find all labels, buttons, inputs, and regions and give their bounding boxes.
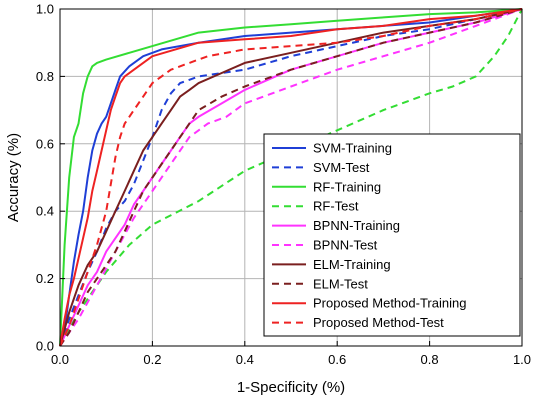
y-tick-label: 0.4 [36, 204, 54, 219]
legend-label: RF-Training [313, 179, 381, 194]
series-line-5 [59, 8, 523, 347]
y-tick-label: 0.8 [36, 69, 54, 84]
x-tick-label: 0.6 [328, 352, 346, 367]
series-line-7 [59, 8, 523, 347]
x-tick-label: 0.4 [236, 352, 254, 367]
series-lines [59, 8, 523, 347]
plot-frame [59, 8, 523, 347]
legend-box [263, 133, 521, 337]
legend-label: BPNN-Test [313, 238, 378, 253]
y-tick-label: 0.2 [36, 271, 54, 286]
axis-ticks: 0.0 0.2 0.4 0.6 0.8 1.0 0.0 0.2 0.4 0.6 0.8 1.0 [36, 2, 531, 368]
legend-label: SVM-Test [313, 160, 370, 175]
x-tick-label: 1.0 [513, 352, 531, 367]
x-tick-label: 0.2 [143, 352, 161, 367]
series-line-3 [59, 8, 523, 347]
series-line-2 [59, 8, 523, 347]
series-line-8 [59, 8, 523, 347]
legend-label: SVM-Training [313, 141, 392, 156]
legend-label: RF-Test [313, 199, 359, 214]
legend-label: Proposed Method-Training [313, 296, 466, 311]
legend-label: BPNN-Training [313, 218, 400, 233]
y-tick-label: 0.0 [36, 339, 54, 354]
y-tick-label: 0.6 [36, 136, 54, 151]
x-tick-label: 0.8 [421, 352, 439, 367]
series-line-9 [59, 8, 523, 347]
y-axis-title: Accuracy (%) [5, 133, 22, 222]
legend-label: ELM-Test [313, 276, 368, 291]
legend-label: ELM-Training [313, 257, 391, 272]
series-line-0 [59, 8, 523, 347]
x-tick-label: 0.0 [51, 352, 69, 367]
legend: SVM-Training SVM-Test RF-Training RF-Test BP… [263, 133, 521, 337]
x-axis-title: 1-Specificity (%) [237, 379, 345, 396]
legend-label: Proposed Method-Test [313, 315, 444, 330]
y-tick-label: 1.0 [36, 2, 54, 17]
